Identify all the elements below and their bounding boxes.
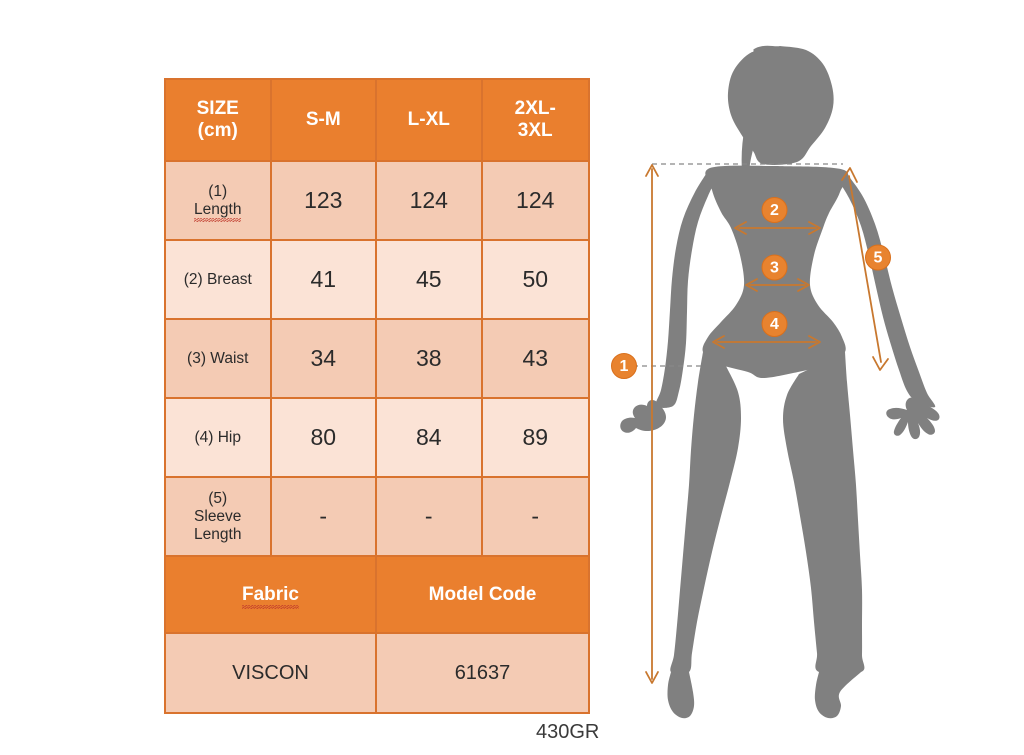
svg-text:2: 2 — [770, 202, 779, 219]
svg-text:3: 3 — [770, 260, 779, 277]
svg-text:1: 1 — [620, 358, 629, 375]
svg-text:4: 4 — [770, 316, 779, 333]
svg-text:5: 5 — [874, 250, 883, 267]
